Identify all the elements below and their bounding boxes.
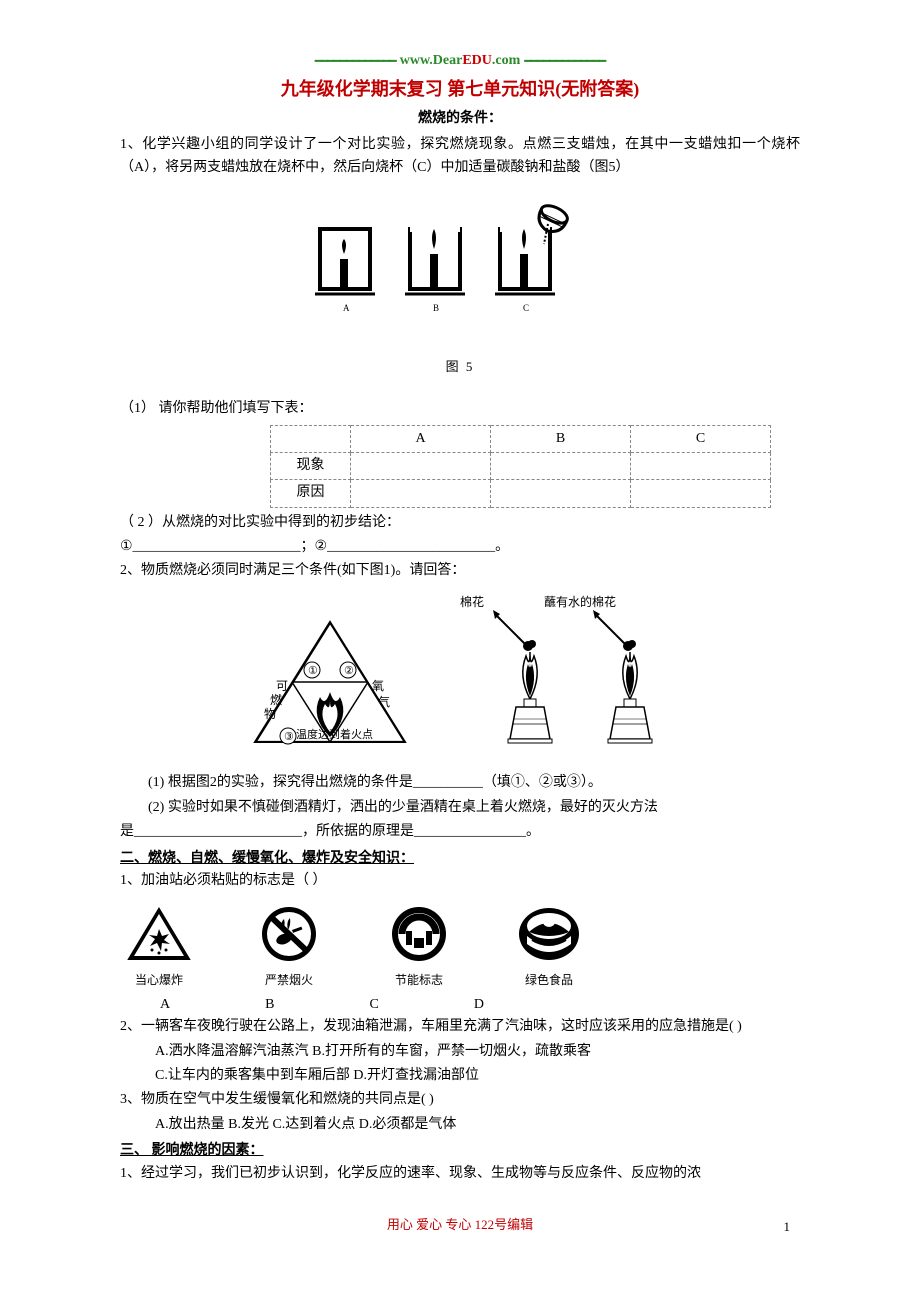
svg-text:①: ① xyxy=(308,665,318,677)
fire-triangle-diagram: ① ② ③ 可 燃 物 氧 气 温度达到着火点 xyxy=(240,612,420,762)
decor-right: ━━━━━━━━━━━━━ xyxy=(524,52,605,71)
svg-text:可: 可 xyxy=(276,679,288,693)
s2-q1: 1、加油站必须粘贴的标志是（ ） xyxy=(120,870,800,892)
footer: 用心 爱心 专心 122号编辑 xyxy=(120,1215,800,1236)
svg-text:③: ③ xyxy=(284,731,294,743)
burner-diagram xyxy=(460,604,680,754)
s2-q2-opts-ab: A.洒水降温溶解汽油蒸汽 B.打开所有的车窗，严禁一切烟火，疏散乘客 xyxy=(120,1041,800,1063)
label-b: B xyxy=(433,303,439,313)
main-title: 九年级化学期末复习 第七单元知识(无附答案) xyxy=(120,75,800,104)
svg-text:物: 物 xyxy=(264,707,276,721)
q2-sub2b: 是________________________，所依据的原理是_______… xyxy=(120,821,800,843)
fig5-label: 图 5 xyxy=(120,357,800,378)
label-c: C xyxy=(523,303,529,313)
q1-figure: A B C xyxy=(120,199,800,347)
s3-q1: 1、经过学习，我们已初步认识到，化学反应的速率、现象、生成物等与反应条件、反应物… xyxy=(120,1163,800,1185)
svg-text:温度达到着火点: 温度达到着火点 xyxy=(296,727,373,741)
icon-energy: 节能标志 xyxy=(384,904,454,989)
svg-text:燃: 燃 xyxy=(270,692,282,707)
q2-sub1: (1) 根据图2的实验，探究得出燃烧的条件是__________（填①、②或③）… xyxy=(120,772,800,794)
header-url: www.DearEDU.com xyxy=(400,50,521,72)
beaker-diagram: A B C xyxy=(300,199,620,339)
s2-q3-opts: A.放出热量 B.发光 C.达到着火点 D.必须都是气体 xyxy=(120,1114,800,1136)
safety-icons-row: 当心爆炸 严禁烟火 节能标志 xyxy=(124,904,800,989)
svg-text:气: 气 xyxy=(378,694,390,709)
svg-text:氧: 氧 xyxy=(372,679,384,693)
icon-greenfood: 绿色食品 xyxy=(514,904,584,989)
q2-text: 2、物质燃烧必须同时满足三个条件(如下图1)。请回答： xyxy=(120,560,800,582)
q1-text: 1、化学兴趣小组的同学设计了一个对比实验，探究燃烧现象。点燃三支蜡烛，在其中一支… xyxy=(120,134,800,179)
q1-sub2: （ 2 ）从燃烧的对比实验中得到的初步结论： xyxy=(120,512,800,534)
svg-text:②: ② xyxy=(344,665,354,677)
s2-q2-opts-cd: C.让车内的乘客集中到车厢后部 D.开灯查找漏油部位 xyxy=(120,1065,800,1087)
q1-sub2-blanks: ①________________________；②_____________… xyxy=(120,536,800,558)
q1-table: A B C 现象 原因 xyxy=(270,425,771,508)
s2-q2: 2、一辆客车夜晚行驶在公路上，发现油箱泄漏，车厢里充满了汽油味，这时应该采用的应… xyxy=(120,1016,800,1038)
decor-left: ━━━━━━━━━━━━━ xyxy=(315,52,396,71)
subtitle: 燃烧的条件： xyxy=(120,108,800,130)
s2-q3: 3、物质在空气中发生缓慢氧化和燃烧的共同点是( ) xyxy=(120,1089,800,1111)
page-number: 1 xyxy=(784,1217,791,1238)
icon-nofire: 严禁烟火 xyxy=(254,904,324,989)
header-logo: ━━━━━━━━━━━━━ www.DearEDU.com ━━━━━━━━━━… xyxy=(120,50,800,73)
q2-sub2a: (2) 实验时如果不慎碰倒酒精灯，洒出的少量酒精在桌上着火燃烧，最好的灭火方法 xyxy=(120,797,800,819)
section3-heading: 三、 影响燃烧的因素： xyxy=(120,1140,800,1162)
q2-diagrams: ① ② ③ 可 燃 物 氧 气 温度达到着火点 棉花 蘸有水的棉花 xyxy=(120,593,800,763)
row-phenomenon: 现象 xyxy=(271,452,351,479)
safety-labels: A B C D xyxy=(160,994,800,1016)
label-a: A xyxy=(343,303,350,313)
row-reason: 原因 xyxy=(271,480,351,507)
section2-heading: 二、燃烧、自燃、缓慢氧化、爆炸及安全知识： xyxy=(120,848,800,870)
icon-explosion: 当心爆炸 xyxy=(124,904,194,989)
q1-sub1: （1） 请你帮助他们填写下表： xyxy=(120,398,800,420)
